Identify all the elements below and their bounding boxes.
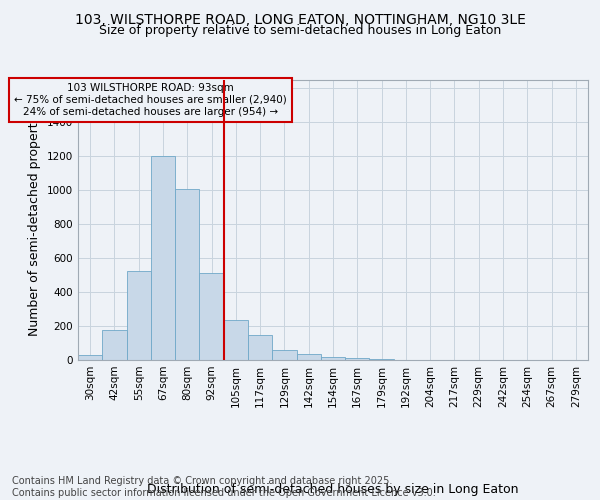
Y-axis label: Number of semi-detached properties: Number of semi-detached properties <box>28 104 41 336</box>
Bar <box>296 354 321 360</box>
Bar <box>370 359 394 360</box>
Bar <box>175 188 199 360</box>
Text: 103 WILSTHORPE ROAD: 93sqm
← 75% of semi-detached houses are smaller (2,940)
24%: 103 WILSTHORPE ROAD: 93sqm ← 75% of semi… <box>14 84 287 116</box>
Bar <box>248 336 272 360</box>
Bar <box>151 156 175 360</box>
Bar <box>321 358 345 360</box>
Text: Contains HM Land Registry data © Crown copyright and database right 2025.
Contai: Contains HM Land Registry data © Crown c… <box>12 476 436 498</box>
Bar <box>345 358 370 360</box>
Bar <box>224 320 248 360</box>
Bar <box>78 355 102 360</box>
Bar <box>272 350 296 360</box>
Bar <box>127 271 151 360</box>
Bar <box>199 274 224 360</box>
Text: Size of property relative to semi-detached houses in Long Eaton: Size of property relative to semi-detach… <box>99 24 501 37</box>
Bar <box>102 330 127 360</box>
Text: 103, WILSTHORPE ROAD, LONG EATON, NOTTINGHAM, NG10 3LE: 103, WILSTHORPE ROAD, LONG EATON, NOTTIN… <box>74 12 526 26</box>
X-axis label: Distribution of semi-detached houses by size in Long Eaton: Distribution of semi-detached houses by … <box>147 484 519 496</box>
